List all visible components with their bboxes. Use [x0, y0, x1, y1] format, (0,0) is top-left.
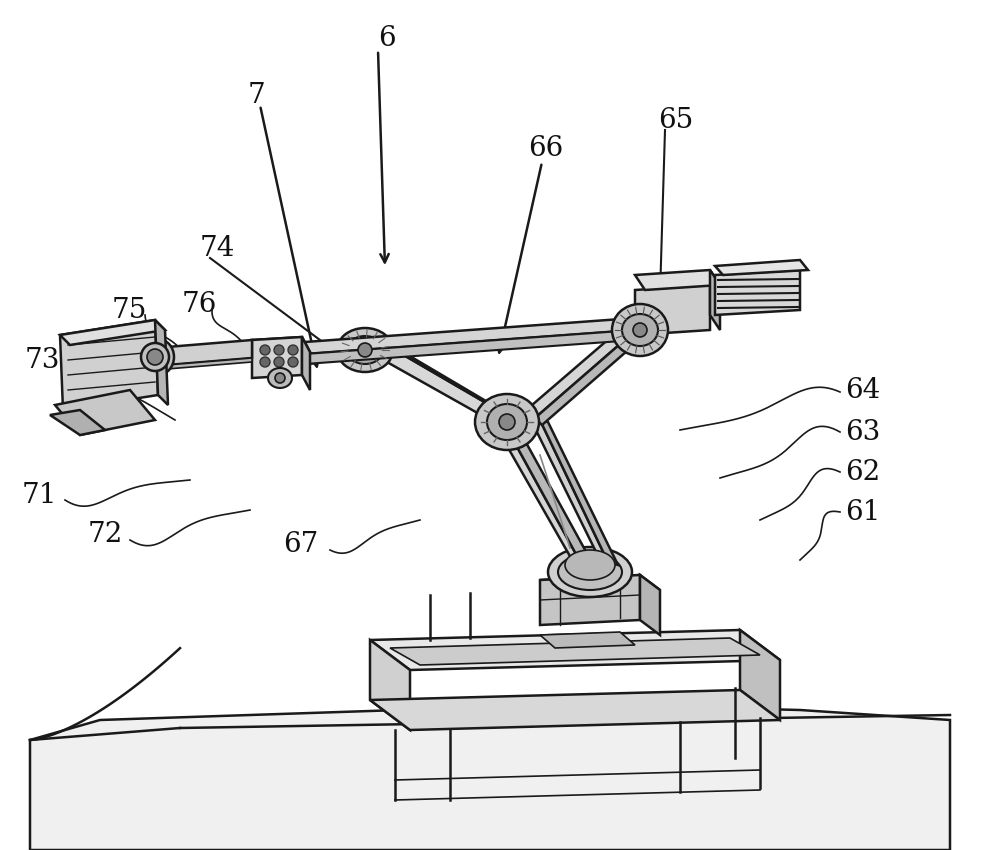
Polygon shape — [252, 337, 302, 378]
Circle shape — [274, 357, 284, 367]
Circle shape — [288, 345, 298, 355]
Polygon shape — [635, 270, 720, 290]
Text: 76: 76 — [182, 292, 217, 319]
Polygon shape — [55, 390, 155, 435]
Text: 6: 6 — [378, 25, 396, 52]
Circle shape — [633, 323, 647, 337]
Text: 64: 64 — [845, 377, 880, 404]
Circle shape — [499, 414, 515, 430]
Polygon shape — [540, 632, 635, 648]
Circle shape — [274, 345, 284, 355]
Ellipse shape — [558, 554, 622, 590]
Ellipse shape — [148, 345, 168, 369]
Circle shape — [260, 345, 270, 355]
Polygon shape — [155, 320, 168, 405]
Text: 71: 71 — [22, 481, 58, 508]
Polygon shape — [540, 575, 660, 595]
Ellipse shape — [142, 339, 174, 375]
Polygon shape — [50, 410, 105, 435]
Polygon shape — [495, 425, 582, 565]
Polygon shape — [390, 638, 760, 665]
Text: 66: 66 — [528, 134, 563, 162]
Polygon shape — [60, 320, 165, 345]
Ellipse shape — [475, 394, 539, 450]
Polygon shape — [302, 337, 310, 390]
Polygon shape — [640, 575, 660, 635]
Text: 7: 7 — [248, 82, 266, 109]
Polygon shape — [395, 350, 535, 430]
Text: 61: 61 — [845, 498, 880, 525]
Polygon shape — [305, 318, 635, 354]
Ellipse shape — [548, 547, 632, 597]
Polygon shape — [370, 690, 780, 730]
Polygon shape — [740, 630, 780, 720]
Polygon shape — [30, 705, 950, 850]
Circle shape — [147, 349, 163, 365]
Circle shape — [288, 357, 298, 367]
Ellipse shape — [487, 404, 527, 440]
Ellipse shape — [337, 328, 393, 372]
Polygon shape — [155, 340, 252, 366]
Polygon shape — [540, 420, 618, 565]
Polygon shape — [710, 270, 720, 330]
Polygon shape — [540, 575, 640, 625]
Polygon shape — [370, 630, 780, 670]
Circle shape — [275, 373, 285, 383]
Polygon shape — [370, 640, 410, 730]
Ellipse shape — [347, 336, 383, 364]
Text: 62: 62 — [845, 458, 880, 485]
Polygon shape — [60, 320, 158, 410]
Circle shape — [260, 357, 270, 367]
Circle shape — [141, 343, 169, 371]
Circle shape — [358, 343, 372, 357]
Text: 72: 72 — [88, 522, 123, 548]
Polygon shape — [155, 358, 252, 370]
Ellipse shape — [268, 368, 292, 388]
Polygon shape — [535, 318, 658, 425]
Polygon shape — [715, 260, 808, 275]
Polygon shape — [505, 425, 595, 568]
Text: 63: 63 — [845, 418, 880, 445]
Ellipse shape — [612, 304, 668, 356]
Ellipse shape — [622, 314, 658, 346]
Polygon shape — [295, 340, 372, 366]
Polygon shape — [510, 318, 650, 424]
Text: 74: 74 — [200, 235, 235, 262]
Text: 65: 65 — [658, 106, 693, 133]
Text: 67: 67 — [283, 531, 318, 558]
Polygon shape — [635, 285, 710, 335]
Polygon shape — [305, 330, 635, 364]
Polygon shape — [530, 418, 608, 562]
Polygon shape — [362, 348, 524, 425]
Text: 75: 75 — [112, 297, 147, 324]
Polygon shape — [270, 340, 365, 360]
Text: 73: 73 — [25, 347, 60, 373]
Polygon shape — [252, 337, 310, 355]
Ellipse shape — [565, 550, 615, 580]
Polygon shape — [715, 270, 800, 315]
